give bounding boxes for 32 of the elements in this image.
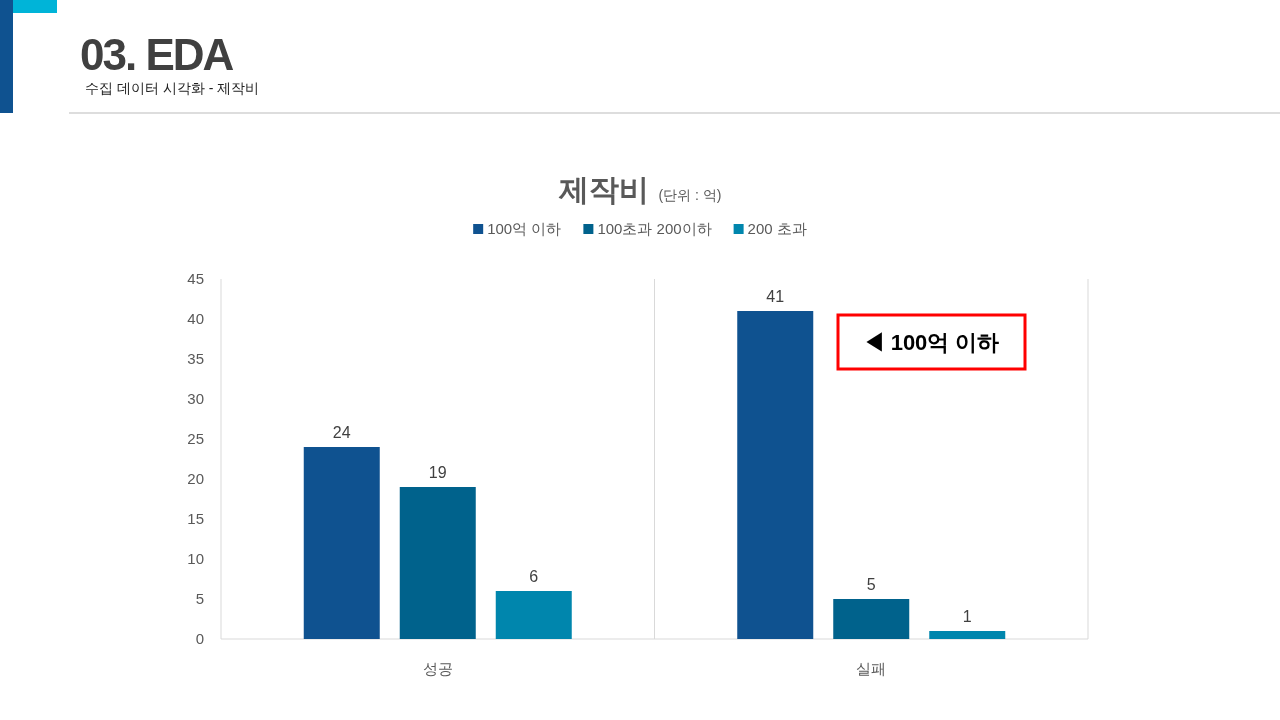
bar [737,311,814,639]
y-tick-label: 10 [187,550,204,567]
y-tick-label: 0 [195,630,204,647]
legend-label: 200 초과 [747,220,807,237]
legend-label: 100억 이하 [487,220,562,237]
bar [833,599,910,639]
x-tick-label: 성공 [422,660,453,677]
data-label: 5 [866,576,876,593]
legend-label: 100초과 200이하 [597,220,712,237]
bar [303,447,380,639]
text: 수집 데이터 시각화 - 제작비 [85,80,260,96]
y-tick-label: 20 [187,470,204,487]
chart-title: 제작비 [557,173,649,206]
y-tick-label: 25 [187,430,204,447]
data-label: 1 [962,608,972,625]
y-tick-label: 30 [187,390,204,407]
annotation: ◀ 100억 이하 [862,330,1000,355]
chart-subtitle: (단위 : 억) [658,187,722,203]
bar [929,631,1006,639]
y-tick-label: 5 [195,590,204,607]
x-tick-label: 실패 [856,660,887,677]
data-label: 19 [428,464,447,481]
data-label: 6 [529,568,539,585]
y-tick-label: 35 [187,350,204,367]
y-tick-label: 45 [187,270,204,287]
y-tick-label: 15 [187,510,204,527]
bar [399,487,476,639]
data-label: 41 [766,288,785,305]
data-label: 24 [332,424,351,441]
y-tick-label: 40 [187,310,204,327]
text: 03. EDA [80,30,234,79]
bar [495,591,572,639]
